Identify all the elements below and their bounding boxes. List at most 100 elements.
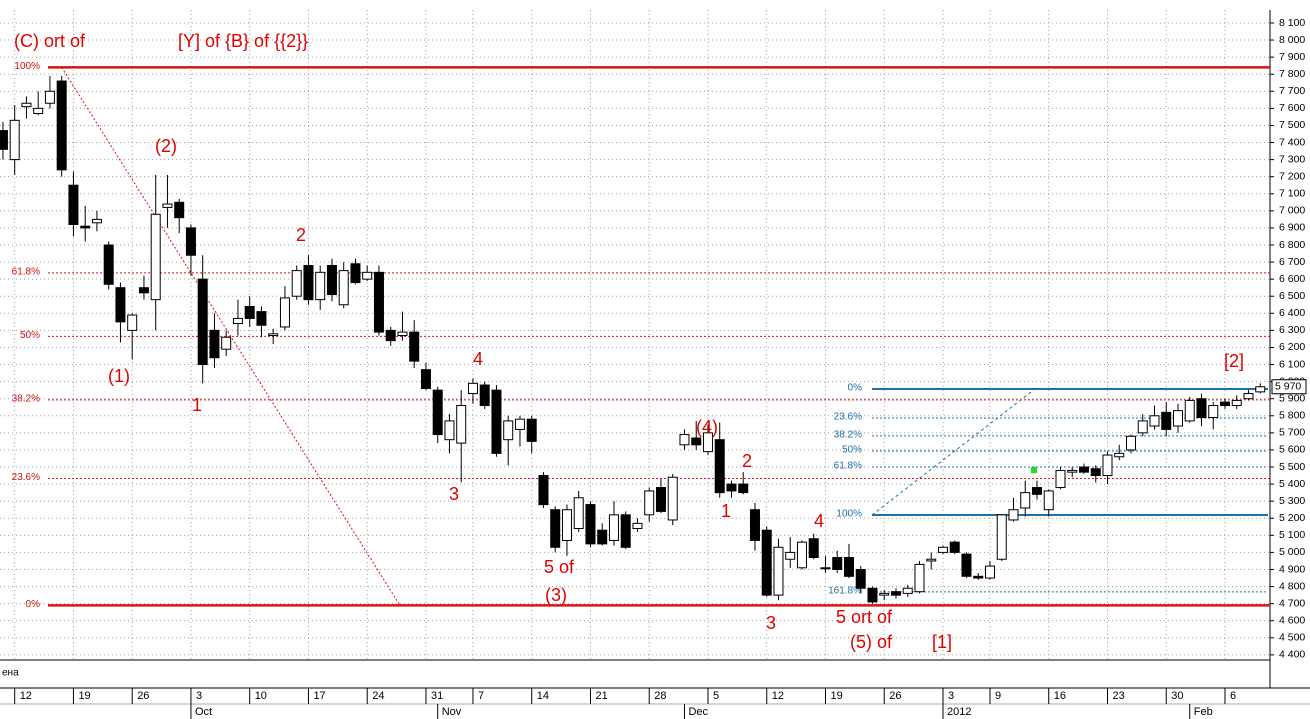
retracement-label: 38.2% [12,394,40,405]
candle-body [21,102,32,108]
candle-body [209,329,220,359]
y-tick-label: 6 300 [1279,324,1305,336]
candle-body [1255,386,1266,393]
candle-body [832,557,843,570]
candle-body [315,271,326,301]
y-tick-label: 6 800 [1279,239,1305,251]
candle-body [373,271,384,333]
candle-body [714,439,725,494]
candle-body [773,546,784,596]
candle-body [785,551,796,560]
y-tick-label: 6 200 [1279,341,1305,353]
last-price-box [1271,379,1307,395]
candle-body [268,333,279,337]
projection-label: 23.6% [834,412,862,423]
candle-body [279,297,290,328]
candle-body [514,418,525,430]
candle-body [585,504,596,545]
retracement-label: 100% [14,61,40,72]
candle-body [973,575,984,579]
candle-body [244,305,255,319]
candle-body [338,270,349,306]
projection-label: 100% [836,509,862,520]
wave-label: (C) ort of [14,31,86,51]
candle-body [937,546,948,553]
x-tick-label: 3 [196,690,202,702]
candle-body [726,483,737,492]
y-tick-label: 7 800 [1279,68,1305,80]
retracement-trend [61,67,401,606]
y-tick-label: 6 400 [1279,307,1305,319]
candle-body [1184,399,1195,422]
wave-label: [2] [1224,351,1244,371]
candle-body [1043,490,1054,511]
candle-body [432,389,443,436]
candle-body [138,287,149,294]
x-tick-label: 19 [78,690,90,702]
x-tick-label: 12 [20,690,32,702]
candle-body [573,497,584,529]
wave-label: 3 [449,484,459,504]
candle-body [550,509,561,548]
projection-label: 0% [848,383,863,394]
y-tick-label: 5 100 [1279,529,1305,541]
x-tick-label: 10 [255,690,267,702]
x-tick-label: 24 [372,690,384,702]
candle-body [1102,454,1113,477]
candle-body [1219,401,1230,407]
y-tick-label: 6 600 [1279,273,1305,285]
y-tick-label: 4 500 [1279,632,1305,644]
candle-body [185,227,196,256]
candle-body [479,384,490,407]
y-tick-label: 4 600 [1279,615,1305,627]
y-tick-label: 7 600 [1279,102,1305,114]
month-label: 2012 [947,706,971,718]
candle-body [1196,398,1207,418]
candle-body [1090,468,1101,477]
candle-body [914,563,925,593]
wave-label: 1 [192,395,202,415]
candle-body [1243,393,1254,400]
candle-body [538,475,549,506]
last-price-label: 5 970 [1275,381,1301,393]
projection-label: 161.8% [828,585,862,596]
x-tick-label: 23 [1112,690,1124,702]
candle-body [1067,469,1078,473]
wave-label: (5) of [850,632,893,652]
x-tick-label: 9 [995,690,1001,702]
x-tick-label: 26 [889,690,901,702]
candle-body [303,264,314,301]
projection-label: 38.2% [834,430,862,441]
candle-body [808,538,819,559]
projection-trend [871,388,1036,516]
x-tick-label: 5 [713,690,719,702]
candle-body [1078,466,1089,473]
candle-body [326,264,337,296]
candle-body [197,278,208,366]
x-tick-label: 12 [772,690,784,702]
wave-label: (1) [108,366,130,386]
candle-body [761,529,772,596]
candle-body [0,130,8,150]
candle-body [456,405,467,444]
candle-body [561,509,572,541]
candle-body [867,587,878,603]
candle-body [526,418,537,442]
candle-body [491,389,502,454]
candle-body [949,541,960,553]
retracement-label: 50% [20,330,40,341]
month-label: Feb [1194,706,1213,718]
candle-body [385,329,396,342]
y-tick-label: 7 500 [1279,119,1305,131]
projection-label: 50% [842,445,862,456]
month-label: Oct [195,706,212,718]
candle-body [632,522,643,529]
y-tick-label: 5 500 [1279,461,1305,473]
wave-label: 3 [766,613,776,633]
candle-body [221,336,232,350]
y-tick-label: 6 900 [1279,222,1305,234]
candle-body [1055,469,1066,489]
y-tick-label: 7 000 [1279,205,1305,217]
candle-body [843,557,854,577]
x-tick-label: 31 [431,690,443,702]
